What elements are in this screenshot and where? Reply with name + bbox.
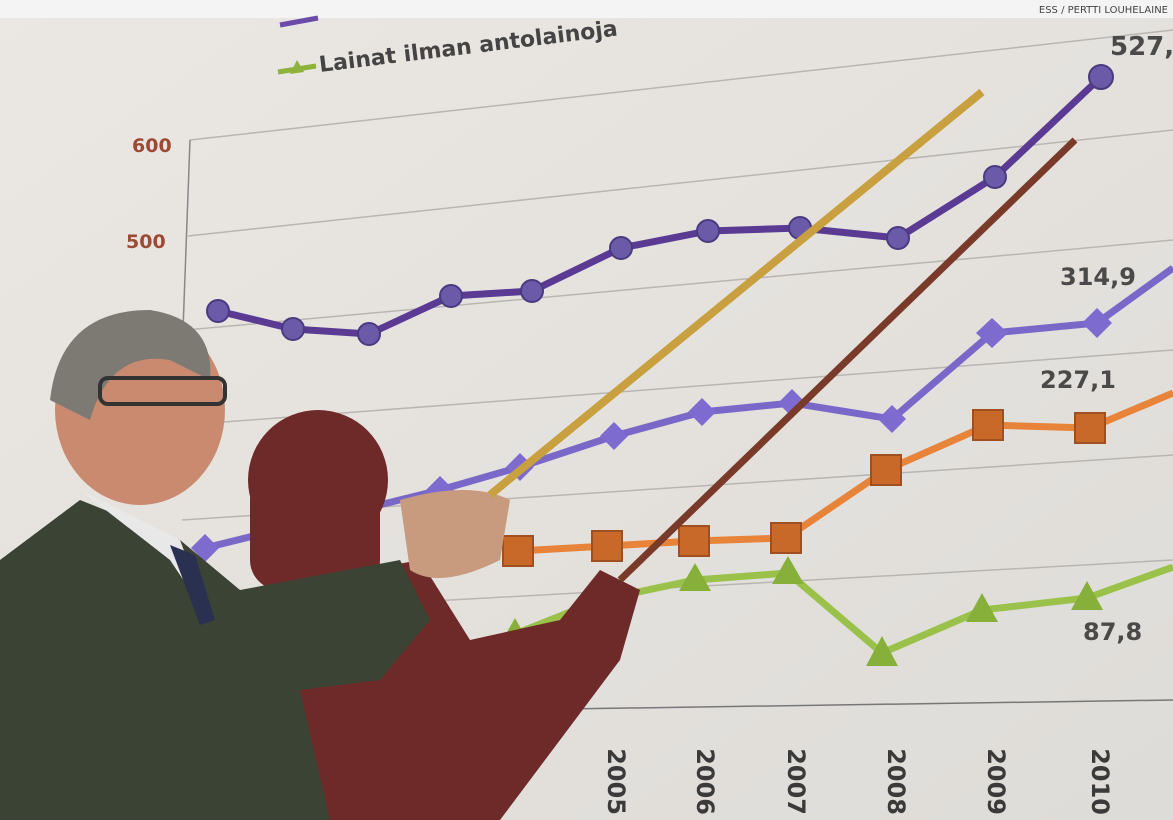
- axis-label: 600: [132, 135, 172, 157]
- photo-credit: ESS / PERTTI LOUHELAINE: [1039, 5, 1168, 16]
- value-label: 87,8: [1083, 618, 1142, 646]
- top-strip: [0, 0, 1173, 18]
- year-label: 2009: [982, 748, 1010, 815]
- value-label: 227,1: [1040, 366, 1116, 394]
- axis-label: 500: [126, 231, 166, 253]
- year-label: 2007: [782, 748, 810, 815]
- photo: ESS / PERTTI LOUHELAINE Lainat ilman ant…: [0, 0, 1173, 820]
- year-label: 2008: [882, 748, 910, 815]
- year-label: 2010: [1086, 748, 1114, 815]
- value-label: 314,9: [1060, 263, 1136, 291]
- value-label: 527,7: [1110, 32, 1173, 62]
- year-label: 2006: [691, 748, 719, 815]
- page: ESS / PERTTI LOUHELAINE Lainat ilman ant…: [0, 0, 1173, 820]
- year-label: 2005: [602, 748, 630, 815]
